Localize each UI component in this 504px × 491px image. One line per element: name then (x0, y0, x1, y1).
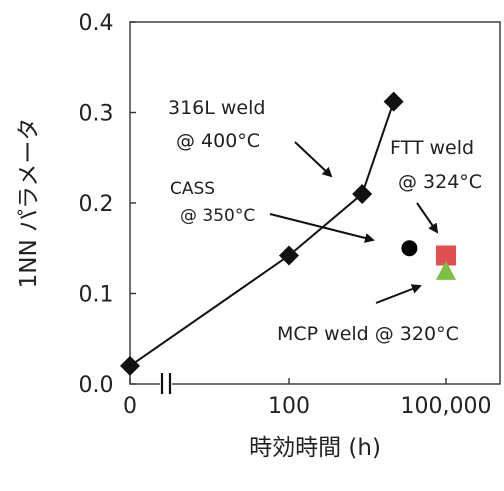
y-tick-label: 0.1 (79, 283, 114, 308)
y-tick-label: 0.2 (79, 192, 114, 217)
arrow-316l-weld (294, 141, 333, 178)
marker-triangle (436, 260, 456, 280)
annotation-ftt-weld-line2: @ 324°C (398, 171, 482, 193)
x-axis-title: 時効時間 (h) (249, 435, 381, 461)
y-tick-label: 0.0 (79, 373, 114, 398)
annotation-mcp-weld: MCP weld @ 320°C (277, 323, 459, 345)
y-tick-label: 0.3 (79, 102, 114, 127)
arrow-cass (269, 213, 375, 243)
x-tick-label: 0 (123, 394, 137, 419)
annotation-316l-weld-line1: 316L weld (168, 97, 265, 119)
annotation-cass-line1: CASS (170, 179, 215, 199)
y-axis-title: 1NN パラメータ (16, 118, 42, 289)
arrow-mcp-weld (375, 284, 422, 304)
marker-diamond (352, 183, 373, 204)
marker-diamond (383, 91, 404, 112)
data-markers (120, 91, 456, 376)
y-tick-label: 0.4 (79, 11, 114, 36)
series-line-316l-weld (129, 101, 395, 367)
arrow-ftt-weld (416, 202, 439, 234)
marker-square (436, 245, 456, 266)
marker-circle (401, 240, 418, 257)
annotation-ftt-weld-line1: FTT weld (390, 137, 474, 159)
annotation-316l-weld-line2: @ 400°C (176, 130, 260, 152)
x-tick-label: 100,000 (401, 394, 492, 419)
y-axis-ticks: 0.0 0.1 0.2 0.3 0.4 (79, 11, 136, 398)
x-tick-label: 100 (268, 394, 310, 419)
marker-diamond (120, 355, 140, 376)
marker-diamond (279, 245, 299, 266)
annotation-cass-line2: @ 350°C (180, 206, 255, 226)
